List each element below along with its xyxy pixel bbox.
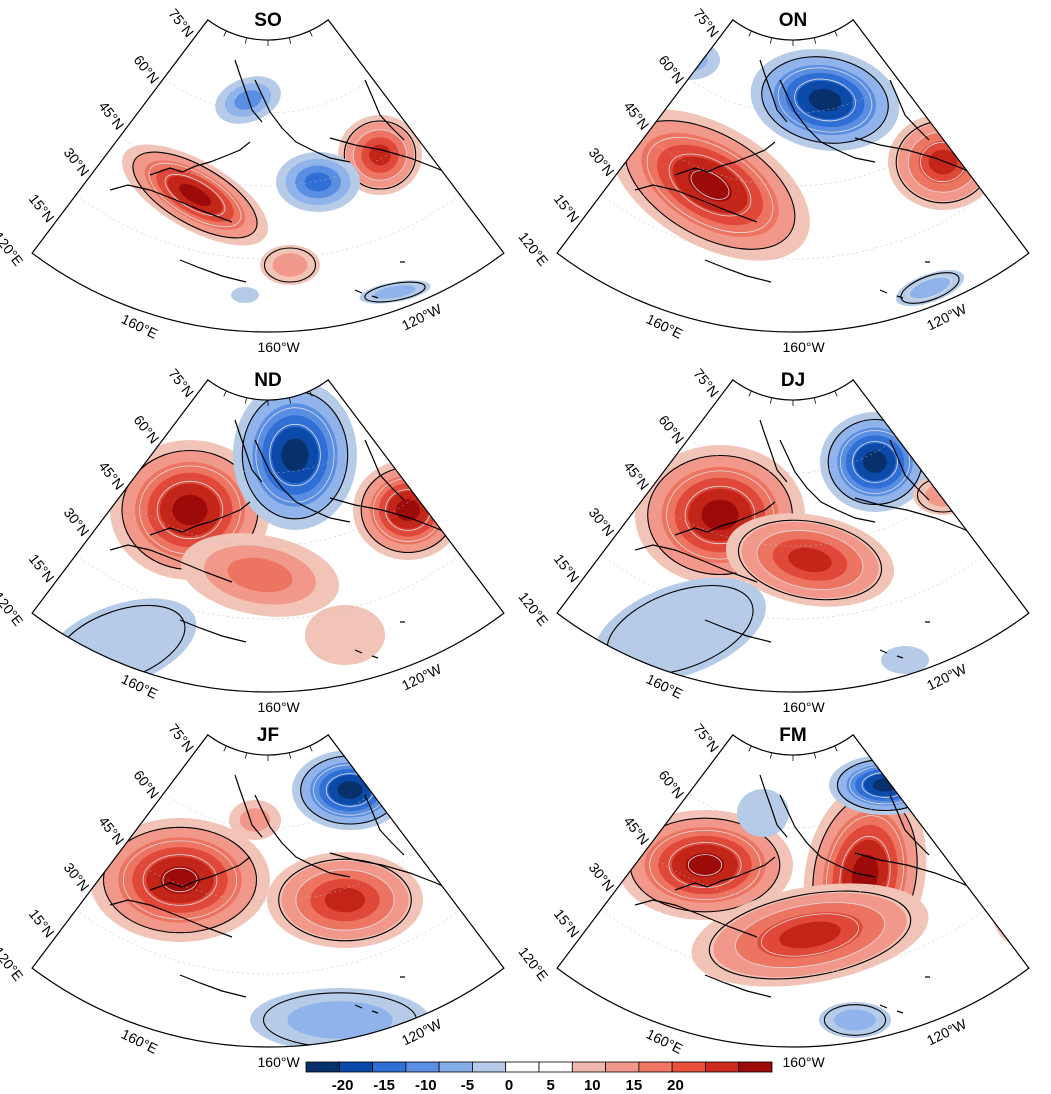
lat-tick-label: 45°N (96, 458, 128, 493)
anomaly-field (32, 734, 504, 1048)
lat-tick-label: 30°N (586, 505, 618, 540)
colorbar-swatch (538, 1061, 573, 1073)
colorbar-tick-label: 5 (547, 1077, 555, 1094)
anomaly-field (557, 379, 1029, 693)
map-panel-dj: DJ 75°N60°N45°N30°N15°N120°E160°E160°W12… (515, 366, 1030, 715)
colorbar-swatch (605, 1061, 640, 1073)
colorbar-swatch (372, 1061, 407, 1073)
colorbar-swatch (638, 1061, 673, 1073)
lat-tick-label: 30°N (586, 145, 618, 180)
lon-tick-label: 160°W (783, 339, 826, 355)
map-boundary (31, 19, 505, 333)
lat-tick-label: 15°N (26, 191, 58, 226)
colorbar-tick-label: -10 (415, 1077, 437, 1094)
lon-tick-label: 120°E (0, 229, 27, 269)
colorbar-swatch (338, 1061, 373, 1073)
colorbar-swatch (738, 1061, 773, 1073)
lon-tick-label: 120°E (515, 229, 551, 269)
lon-tick-label: 120°E (0, 944, 27, 984)
map-boundary (556, 734, 1030, 1048)
colorbar-swatch (571, 1061, 606, 1073)
lat-tick-label: 60°N (130, 412, 162, 447)
colorbar-tick-label: -5 (461, 1077, 474, 1094)
colorbar-tick-label: -15 (373, 1077, 395, 1094)
lat-tick-label: 45°N (96, 813, 128, 848)
colorbar-swatch (505, 1061, 540, 1073)
map-panel-jf: JF 75°N60°N45°N30°N15°N120°E160°E160°W12… (0, 721, 505, 1070)
lat-tick-label: 75°N (165, 366, 197, 401)
lon-tick-label: 160°W (258, 1054, 301, 1070)
lat-tick-label: 15°N (551, 906, 583, 941)
lat-tick-label: 60°N (130, 52, 162, 87)
panel-title: DJ (781, 370, 805, 391)
colorbar-swatch (671, 1061, 706, 1073)
lat-tick-label: 30°N (61, 505, 93, 540)
colorbar: -20 -15 -10 -5 0 5 10 15 20 (305, 1061, 773, 1094)
anomaly-field (557, 19, 1029, 333)
lat-tick-label: 15°N (26, 906, 58, 941)
map-panel-so: SO 75°N60°N45°N30°N15°N120°E160°E160°W12… (0, 6, 505, 355)
map-panel-fm: FM 75°N60°N45°N30°N15°N120°E160°E160°W12… (515, 721, 1030, 1070)
colorbar-tick-label: 20 (667, 1077, 684, 1094)
lat-tick-label: 45°N (621, 458, 653, 493)
lat-tick-label: 75°N (690, 366, 722, 401)
panel-title: ND (254, 370, 281, 391)
lat-tick-label: 45°N (621, 98, 653, 133)
lat-tick-label: 60°N (655, 52, 687, 87)
colorbar-swatch (471, 1061, 507, 1073)
map-boundary (556, 379, 1030, 693)
lat-tick-label: 15°N (551, 551, 583, 586)
lat-tick-label: 30°N (61, 145, 93, 180)
lat-tick-label: 45°N (96, 98, 128, 133)
lat-tick-label: 30°N (586, 860, 618, 895)
lon-tick-label: 160°W (783, 699, 826, 715)
lat-tick-label: 45°N (621, 813, 653, 848)
anomaly-field (557, 734, 1029, 1048)
lat-tick-label: 75°N (165, 721, 197, 756)
panel-title: JF (257, 725, 279, 746)
lat-tick-label: 75°N (690, 721, 722, 756)
map-panel-on: ON 75°N60°N45°N30°N15°N120°E160°E160°W12… (515, 6, 1030, 355)
lat-tick-label: 60°N (655, 767, 687, 802)
lat-tick-label: 60°N (655, 412, 687, 447)
lat-tick-label: 30°N (61, 860, 93, 895)
colorbar-tick-label: -20 (332, 1077, 354, 1094)
colorbar-tick-label: 0 (505, 1077, 513, 1094)
colorbar-swatch (705, 1061, 740, 1073)
panel-title: FM (779, 725, 806, 746)
lat-tick-label: 15°N (551, 191, 583, 226)
lon-tick-label: 160°W (783, 1054, 826, 1070)
colorbar-swatch (438, 1061, 473, 1073)
lon-tick-label: 120°E (515, 589, 551, 629)
colorbar-swatch (305, 1061, 340, 1073)
lon-tick-label: 160°W (258, 339, 301, 355)
lon-tick-label: 120°E (515, 944, 551, 984)
anomaly-field (32, 379, 504, 693)
lat-tick-label: 60°N (130, 767, 162, 802)
lat-tick-label: 75°N (165, 6, 197, 41)
lat-tick-label: 15°N (26, 551, 58, 586)
colorbar-tick-label: 15 (626, 1077, 643, 1094)
anomaly-field (32, 19, 504, 333)
panel-title: ON (779, 10, 808, 31)
colorbar-tick-label: 10 (584, 1077, 601, 1094)
lat-tick-label: 75°N (690, 6, 722, 41)
map-boundary (556, 19, 1030, 333)
panel-title: SO (254, 10, 281, 31)
lon-tick-label: 160°W (258, 699, 301, 715)
map-boundary (31, 734, 505, 1048)
map-panel-nd: ND 75°N60°N45°N30°N15°N120°E160°E160°W12… (0, 366, 505, 715)
lon-tick-label: 120°E (0, 589, 27, 629)
map-boundary (31, 379, 505, 693)
colorbar-swatch (405, 1061, 440, 1073)
